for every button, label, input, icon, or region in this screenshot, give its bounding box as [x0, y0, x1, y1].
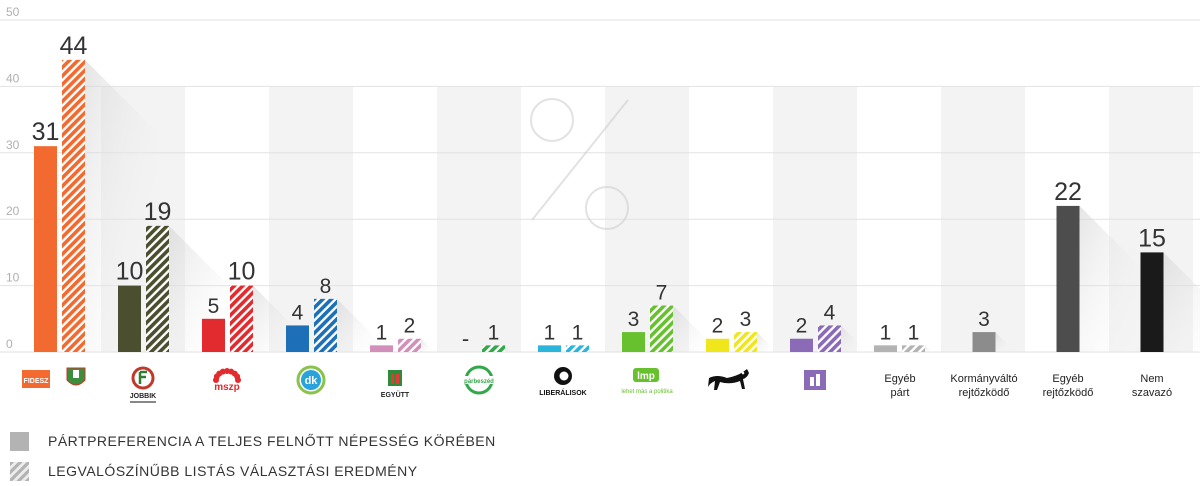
- bar-shadow: [995, 332, 1016, 352]
- bar-solid-mszp: [202, 318, 225, 352]
- bar-striped-dk: [314, 298, 337, 352]
- bar-solid-lmp: [622, 332, 645, 352]
- bar-shadow: [757, 332, 777, 352]
- mkkp-logo: [708, 369, 749, 390]
- data-label: 15: [1138, 224, 1166, 252]
- bar-shadow: [1163, 252, 1200, 352]
- data-label: 2: [796, 315, 808, 338]
- svg-text:EGYÜTT: EGYÜTT: [381, 390, 410, 399]
- data-label: 3: [978, 308, 990, 331]
- bar-striped-egyutt: [398, 338, 421, 352]
- data-label: 10: [116, 258, 144, 286]
- y-tick-label: 50: [6, 5, 20, 19]
- bar-shadow: [589, 345, 596, 352]
- bar-striped-mszp: [230, 285, 253, 352]
- category-label: párt: [891, 387, 910, 399]
- svg-text:FIDESZ: FIDESZ: [24, 378, 50, 385]
- data-label: 31: [32, 118, 60, 146]
- data-label: 8: [320, 275, 332, 298]
- liberalisok-logo: LIBERÁLISOK: [539, 367, 587, 397]
- data-label: 2: [404, 315, 416, 338]
- bar-solid-momentum: [790, 338, 813, 352]
- data-label: 4: [292, 301, 304, 324]
- legend-swatch-striped: [10, 462, 29, 481]
- bar-solid-egyeb_part: [874, 345, 897, 352]
- category-label: Egyéb: [1052, 373, 1083, 385]
- data-label: 3: [740, 308, 752, 331]
- bar-solid-liberalisok: [538, 345, 561, 352]
- category-label: Kormányváltó: [950, 373, 1017, 385]
- bar-striped-liberalisok: [566, 345, 589, 352]
- y-tick-label: 0: [6, 337, 13, 351]
- data-label: 4: [824, 301, 836, 324]
- bar-nem_szavazo: [1140, 252, 1164, 352]
- bar-striped-fidesz: [62, 59, 85, 353]
- bar-solid-egyutt: [370, 345, 393, 352]
- y-tick-label: 10: [6, 271, 20, 285]
- bar-striped-lmp: [650, 305, 673, 352]
- bar-shadow: [1079, 205, 1150, 352]
- bar-striped-egyeb_part: [902, 345, 925, 352]
- data-label: 1: [376, 321, 388, 344]
- data-label: 10: [228, 258, 256, 286]
- svg-text:mszp: mszp: [214, 382, 240, 393]
- data-label: -: [462, 326, 469, 351]
- legend-swatch-solid: [10, 432, 29, 451]
- bar-solid-fidesz: [34, 146, 57, 352]
- bar-chart: 010203040503144FIDESZ1019JOBBIK510mszp48…: [0, 5, 1200, 403]
- bar-kormanyvalto: [972, 332, 996, 352]
- data-label: 1: [544, 321, 556, 344]
- category-label: szavazó: [1132, 387, 1172, 399]
- data-label: 1: [880, 321, 892, 344]
- y-tick-label: 20: [6, 204, 20, 218]
- jobbik-logo: JOBBIK: [130, 366, 156, 403]
- lmp-logo: lmp lehet más a politika: [621, 368, 673, 395]
- legend-label-preference: PÁRTPREFERENCIA A TELJES FELNŐTT NÉPESSÉ…: [48, 433, 496, 449]
- svg-text:lmp: lmp: [637, 371, 655, 382]
- svg-text:párbeszéd: párbeszéd: [464, 379, 494, 385]
- mszp-logo: mszp: [213, 368, 241, 393]
- svg-text:dk: dk: [305, 375, 319, 387]
- svg-text:LIBERÁLISOK: LIBERÁLISOK: [539, 388, 586, 397]
- bar-shadow: [841, 325, 868, 352]
- bar-shadow: [505, 345, 512, 352]
- percent-watermark: [530, 98, 629, 230]
- data-label: 2: [712, 315, 724, 338]
- category-label: rejtőzködő: [959, 387, 1010, 399]
- bar-striped-parbeszed: [482, 345, 505, 352]
- data-label: 22: [1054, 178, 1082, 206]
- y-tick-label: 30: [6, 138, 20, 152]
- bar-solid-mkkp: [706, 338, 729, 352]
- category-label: Egyéb: [884, 373, 915, 385]
- category-label: Nem: [1140, 373, 1163, 385]
- bar-striped-momentum: [818, 325, 841, 352]
- data-label: 44: [60, 32, 88, 60]
- data-label: 1: [908, 321, 920, 344]
- data-label: 19: [144, 198, 172, 226]
- data-label: 3: [628, 308, 640, 331]
- egyutt-logo: EGYÜTT: [381, 370, 410, 399]
- category-label: rejtőzködő: [1043, 387, 1094, 399]
- parbeszed-logo: párbeszéd: [463, 365, 495, 395]
- bar-striped-mkkp: [734, 332, 757, 352]
- bar-shadow: [85, 59, 155, 353]
- svg-text:lehet más a politika: lehet más a politika: [621, 389, 673, 395]
- bar-shadow: [925, 345, 932, 352]
- svg-text:JOBBIK: JOBBIK: [130, 393, 156, 400]
- bar-shadow: [337, 298, 391, 352]
- data-label: 5: [208, 295, 220, 318]
- fidesz-logo: FIDESZ: [22, 367, 86, 388]
- bar-solid-dk: [286, 325, 309, 352]
- momentum-logo: [804, 370, 826, 390]
- bar-solid-jobbik: [118, 285, 141, 352]
- bar-striped-jobbik: [146, 225, 169, 352]
- bar-shadow: [421, 338, 435, 352]
- data-label: 7: [656, 282, 668, 305]
- data-label: 1: [572, 321, 584, 344]
- dk-logo: dk: [296, 365, 326, 395]
- data-label: 1: [488, 321, 500, 344]
- y-tick-label: 40: [6, 71, 20, 85]
- legend-label-list-result: LEGVALÓSZÍNŰBB LISTÁS VÁLASZTÁSI EREDMÉN…: [48, 463, 418, 479]
- bar-egyeb_rejt: [1056, 205, 1080, 352]
